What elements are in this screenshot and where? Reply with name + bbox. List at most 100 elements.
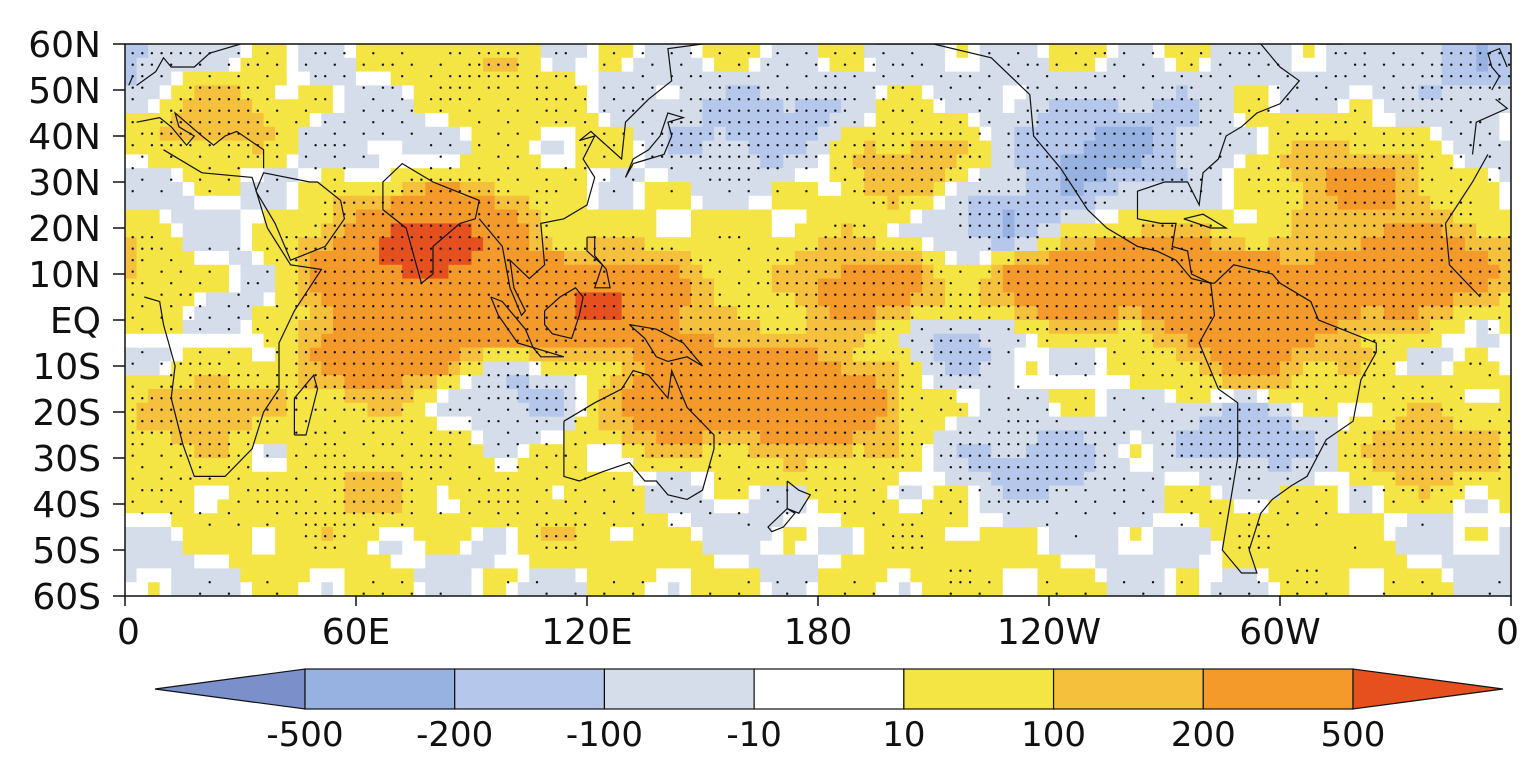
contour-cell (1430, 527, 1443, 542)
contour-cell (471, 444, 484, 459)
contour-cell (679, 568, 692, 583)
contour-cell (1303, 320, 1316, 335)
contour-cell (725, 333, 738, 349)
contour-cell (841, 195, 854, 211)
contour-cell (575, 57, 588, 73)
contour-cell (494, 278, 507, 293)
contour-cell (1233, 154, 1246, 169)
contour-cell (194, 568, 207, 583)
contour-cell (1072, 458, 1085, 473)
contour-cell (459, 582, 473, 596)
contour-cell (1280, 44, 1293, 59)
contour-cell (1395, 416, 1408, 431)
contour-cell (205, 209, 218, 224)
contour-cell (540, 458, 553, 473)
contour-cell (1326, 471, 1339, 487)
contour-cell (945, 209, 958, 224)
contour-cell (794, 554, 808, 569)
contour-cell (540, 85, 553, 100)
contour-cell (737, 85, 750, 100)
contour-cell (1025, 209, 1039, 224)
contour-cell (725, 126, 738, 142)
contour-cell (610, 182, 623, 197)
contour-cell (1303, 44, 1316, 59)
stipple-dot (1392, 52, 1395, 55)
contour-cell (644, 251, 657, 266)
contour-cell (1199, 154, 1212, 169)
contour-cell (829, 361, 842, 376)
contour-cell (610, 527, 623, 542)
contour-cell (656, 168, 669, 183)
contour-cell (1372, 416, 1385, 431)
contour-cell (1476, 209, 1489, 224)
contour-cell (979, 99, 992, 114)
contour-cell (459, 361, 473, 376)
contour-cell (159, 416, 172, 431)
contour-cell (644, 99, 657, 114)
contour-cell (1164, 320, 1177, 335)
contour-cell (702, 57, 715, 73)
contour-cell (1291, 416, 1304, 431)
contour-cell (402, 554, 415, 569)
contour-cell (679, 195, 692, 211)
contour-cell (679, 485, 692, 500)
contour-cell (425, 85, 438, 100)
contour-cell (379, 44, 392, 59)
contour-cell (690, 333, 704, 349)
contour-cell (552, 499, 565, 514)
contour-cell (1303, 140, 1316, 155)
contour-cell (506, 154, 519, 169)
contour-cell (367, 499, 380, 514)
contour-cell (587, 333, 600, 349)
contour-cell (725, 416, 738, 431)
contour-cell (956, 499, 969, 514)
contour-cell (818, 223, 831, 238)
contour-cell (1464, 568, 1477, 583)
contour-cell (910, 416, 923, 431)
contour-cell (1337, 375, 1350, 390)
contour-cell (806, 168, 819, 183)
contour-cell (1476, 540, 1489, 556)
contour-cell (1314, 320, 1327, 335)
contour-cell (945, 306, 958, 321)
contour-cell (1014, 278, 1027, 293)
contour-cell (1464, 278, 1477, 293)
contour-cell (1164, 264, 1177, 280)
contour-cell (517, 71, 530, 86)
contour-cell (921, 568, 935, 583)
contour-cell (540, 44, 553, 59)
contour-cell (621, 85, 634, 100)
contour-cell (1222, 154, 1235, 169)
contour-cell (898, 306, 911, 321)
contour-cell (228, 126, 242, 142)
contour-cell (968, 140, 981, 155)
contour-cell (1210, 389, 1223, 404)
contour-cell (240, 306, 253, 321)
contour-cell (667, 471, 680, 487)
contour-cell (1095, 209, 1108, 224)
contour-cell (517, 513, 530, 528)
contour-cell (148, 582, 161, 596)
contour-cell (471, 540, 484, 556)
contour-cell (1176, 209, 1189, 224)
contour-cell (1187, 320, 1200, 335)
contour-cell (875, 195, 888, 211)
contour-cell (1291, 182, 1304, 197)
contour-cell (760, 444, 773, 459)
contour-cell (1187, 71, 1200, 86)
contour-cell (1152, 513, 1166, 528)
contour-cell (1083, 513, 1096, 528)
contour-cell (956, 209, 969, 224)
contour-cell (367, 582, 380, 596)
contour-cell (1049, 402, 1062, 418)
contour-cell (841, 99, 854, 114)
contour-cell (587, 430, 600, 445)
contour-cell (309, 278, 322, 293)
contour-cell (1349, 527, 1362, 542)
contour-cell (898, 182, 911, 197)
contour-cell (321, 264, 334, 280)
contour-cell (552, 182, 565, 197)
contour-cell (679, 444, 692, 459)
contour-cell (1199, 44, 1212, 59)
contour-cell (818, 499, 831, 514)
